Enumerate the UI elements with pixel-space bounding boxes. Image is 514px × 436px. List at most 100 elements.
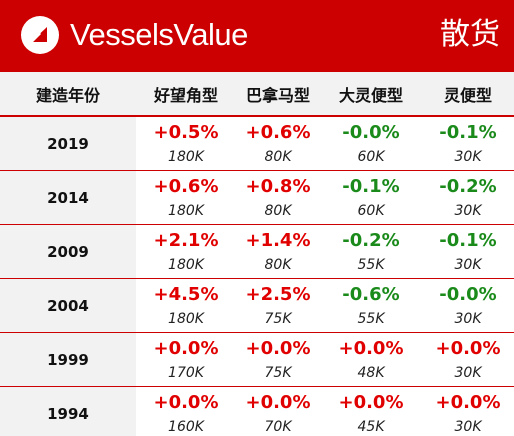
build-year-cell: 2009 [0,224,136,279]
vessel-size-label: 45K [357,418,385,435]
change-value: +0.5% [153,121,219,143]
change-value: -0.2% [342,229,400,251]
build-year-cell: 1999 [0,332,136,387]
value-cell: +2.5% 75K [236,278,320,333]
change-value: +2.1% [153,229,219,251]
table-row: 2019 +0.5% 180K +0.6% 80K -0.0% 60K -0.1% 30K [0,116,514,171]
value-cell: +4.5% 180K [136,278,236,333]
change-value: +0.0% [153,391,219,413]
value-cell-content: +0.0% 170K [136,333,236,386]
value-cell-content: +1.4% 80K [236,225,320,278]
value-cell-content: +0.0% 30K [422,333,514,386]
build-year-cell: 1994 [0,386,136,436]
value-cell-content: -0.1% 30K [422,225,514,278]
col-header-handysize: 灵便型 [422,72,514,117]
value-cell: -0.0% 30K [422,278,514,333]
vessel-size-label: 55K [357,256,385,273]
value-cell: +0.0% 30K [422,387,514,436]
vessel-size-label: 180K [168,202,204,219]
value-cell-content: +0.0% 70K [236,387,320,436]
value-cell-content: -0.0% 60K [320,117,422,170]
value-cell: +0.0% 48K [320,332,422,387]
header-banner: VesselsValue 散货 [0,0,514,72]
change-value: +0.6% [153,175,219,197]
table-row: 1994 +0.0% 160K +0.0% 70K +0.0% 45K +0.0% 30K [0,386,514,436]
build-year-cell: 2004 [0,278,136,333]
value-cell-content: +0.6% 180K [136,171,236,224]
change-value: +0.0% [435,337,501,359]
table-row: 2009 +2.1% 180K +1.4% 80K -0.2% 55K -0.1% 30K [0,224,514,279]
value-cell-content: -0.1% 60K [320,171,422,224]
col-header-panamax: 巴拿马型 [236,72,320,117]
value-cell-content: +0.8% 80K [236,171,320,224]
value-cell-content: -0.6% 55K [320,279,422,332]
build-year-cell: 2019 [0,116,136,171]
change-value: +2.5% [245,283,311,305]
vessel-size-label: 30K [454,256,482,273]
value-cell: -0.1% 30K [422,224,514,279]
build-year-cell: 2014 [0,170,136,225]
change-value: +0.0% [153,337,219,359]
vessel-size-label: 60K [357,148,385,165]
page-title: 散货 [440,17,500,52]
change-value: +0.0% [435,391,501,413]
change-value: +0.0% [338,337,404,359]
value-cell-content: +0.0% 30K [422,387,514,436]
vessel-size-label: 180K [168,148,204,165]
change-value: +1.4% [245,229,311,251]
table-row: 2004 +4.5% 180K +2.5% 75K -0.6% 55K -0.0% 30K [0,278,514,333]
value-cell: -0.0% 60K [320,116,422,171]
vessel-size-label: 180K [168,256,204,273]
col-header-supramax: 大灵便型 [320,72,422,117]
value-cell-content: +0.5% 180K [136,117,236,170]
value-cell-content: +0.0% 75K [236,333,320,386]
value-cell: -0.1% 60K [320,170,422,225]
vessel-size-label: 60K [357,202,385,219]
vessel-size-label: 160K [168,418,204,435]
header-row: 建造年份 好望角型 巴拿马型 大灵便型 灵便型 [0,72,514,117]
values-table: 建造年份 好望角型 巴拿马型 大灵便型 灵便型 2019 +0.5% 180K +0.… [0,72,514,436]
value-cell-content: +0.6% 80K [236,117,320,170]
vessel-size-label: 170K [168,364,204,381]
change-value: -0.1% [439,229,497,251]
value-cell: -0.2% 55K [320,224,422,279]
change-value: -0.6% [342,283,400,305]
change-value: -0.0% [342,121,400,143]
change-value: -0.1% [439,121,497,143]
value-cell: +1.4% 80K [236,224,320,279]
value-cell-content: -0.2% 55K [320,225,422,278]
value-cell: -0.6% 55K [320,278,422,333]
value-cell: +0.6% 80K [236,116,320,171]
value-cell-content: +2.5% 75K [236,279,320,332]
value-cell-content: +4.5% 180K [136,279,236,332]
vessel-size-label: 30K [454,418,482,435]
value-cell: +0.0% 45K [320,387,422,436]
vessel-size-label: 48K [357,364,385,381]
value-cell-content: +0.0% 45K [320,387,422,436]
value-cell: +0.6% 180K [136,170,236,225]
change-value: +0.0% [338,391,404,413]
value-cell-content: -0.1% 30K [422,117,514,170]
vesselsvalue-logo-icon [21,16,59,54]
vessel-size-label: 30K [454,148,482,165]
change-value: +0.8% [245,175,311,197]
value-cell: +2.1% 180K [136,224,236,279]
change-value: +4.5% [153,283,219,305]
value-cell: +0.0% 70K [236,387,320,436]
value-cell-content: -0.2% 30K [422,171,514,224]
change-value: -0.0% [439,283,497,305]
change-value: -0.2% [439,175,497,197]
value-cell: +0.0% 160K [136,387,236,436]
value-cell-content: +0.0% 48K [320,333,422,386]
vessel-size-label: 180K [168,310,204,327]
value-cell-content: -0.0% 30K [422,279,514,332]
value-cell: -0.1% 30K [422,116,514,171]
table-row: 1999 +0.0% 170K +0.0% 75K +0.0% 48K +0.0% 30K [0,332,514,387]
col-header-build-year: 建造年份 [0,72,136,117]
vessel-size-label: 80K [264,256,292,273]
vessel-size-label: 75K [264,364,292,381]
value-cell-content: +0.0% 160K [136,387,236,436]
value-cell: +0.0% 170K [136,332,236,387]
vessel-size-label: 75K [264,310,292,327]
